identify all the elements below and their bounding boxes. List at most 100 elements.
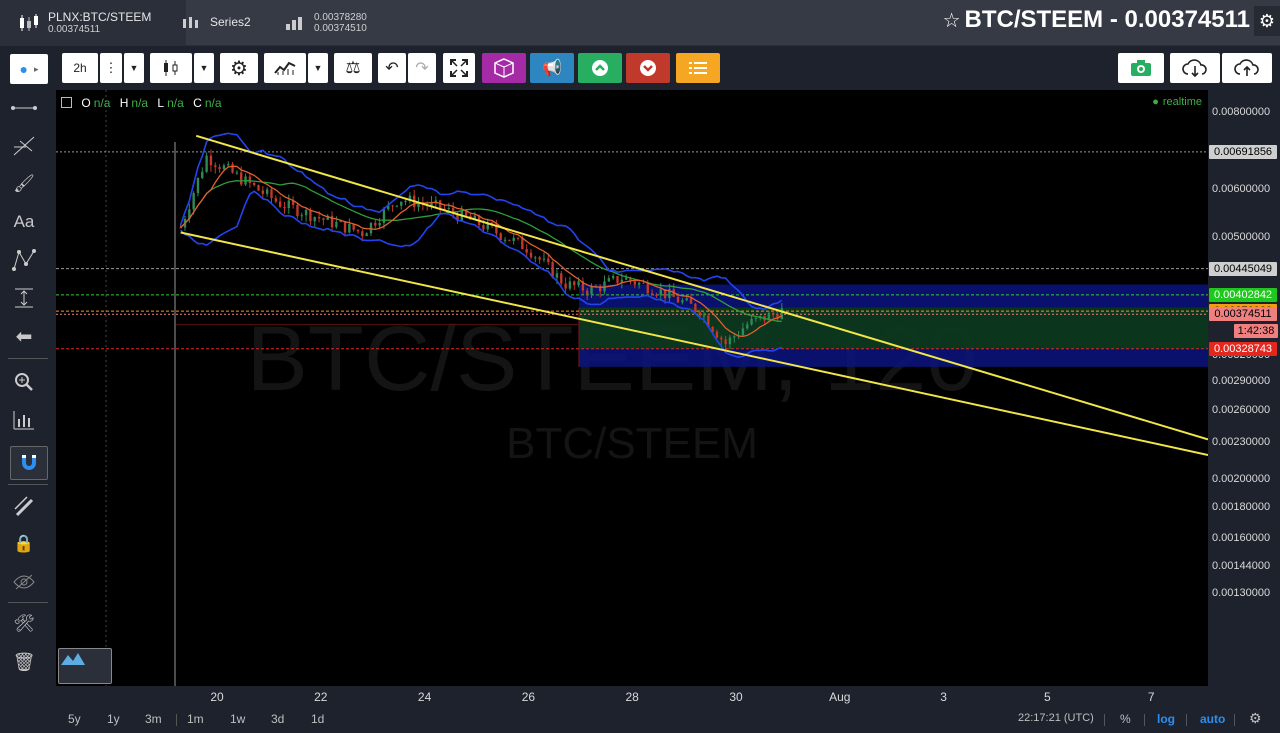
trash-icon[interactable]: 🗑 bbox=[12, 651, 36, 672]
bottom-bar: 5y 1y 3m 1m 1w 3d 1d 22:17:21 (UTC) % log auto… bbox=[0, 708, 1280, 733]
range-button-1m[interactable]: 1m bbox=[187, 712, 204, 726]
magnet-icon[interactable] bbox=[10, 446, 48, 480]
bar-pattern-icon[interactable] bbox=[8, 406, 40, 434]
chevron-down-icon[interactable]: ▼ bbox=[308, 53, 328, 83]
candle bbox=[464, 210, 468, 216]
auto-toggle[interactable]: auto bbox=[1200, 712, 1226, 726]
tab-plnx-btc-steem[interactable]: PLNX:BTC/STEEM 0.00374511 bbox=[0, 0, 186, 45]
compare-scale-icon[interactable]: ⚖ bbox=[334, 53, 372, 83]
hide-eye-icon[interactable] bbox=[8, 568, 40, 596]
candle bbox=[382, 209, 386, 223]
ohlc-h-label: H bbox=[119, 96, 129, 110]
utc-clock[interactable]: 22:17:21 (UTC) bbox=[1018, 712, 1094, 724]
toolbar-divider bbox=[8, 358, 48, 359]
y-tick-label: 0.00290000 bbox=[1212, 374, 1271, 387]
candle bbox=[663, 289, 667, 299]
chevron-down-icon[interactable]: ▼ bbox=[124, 53, 144, 83]
symbol-headline: ☆ BTC/STEEM - 0.00374511 bbox=[943, 6, 1250, 34]
x-tick-label: 24 bbox=[417, 690, 432, 704]
cube-button[interactable] bbox=[482, 53, 526, 83]
range-button-3m[interactable]: 3m bbox=[145, 712, 162, 726]
candle bbox=[473, 215, 476, 220]
chart-canvas[interactable]: BTC/STEEM, 120BTC/STEEM bbox=[56, 90, 1208, 686]
price-chart[interactable]: BTC/STEEM, 120BTC/STEEM On/a Hn/a Ln/a C… bbox=[56, 90, 1208, 686]
pattern-tool-icon[interactable] bbox=[8, 246, 40, 274]
gear-icon[interactable]: ⚙ bbox=[1249, 710, 1262, 726]
lock-icon[interactable]: 🔒 bbox=[13, 534, 35, 553]
stay-in-drawing-mode-icon[interactable] bbox=[8, 492, 40, 520]
price-tag: 0.00445049 bbox=[1209, 261, 1277, 276]
candle bbox=[529, 252, 533, 258]
candle bbox=[257, 185, 260, 191]
range-button-1y[interactable]: 1y bbox=[107, 712, 120, 726]
ma-slow-line bbox=[180, 180, 782, 323]
bottom-divider bbox=[176, 714, 177, 726]
star-icon[interactable]: ☆ bbox=[942, 10, 961, 32]
candle bbox=[434, 200, 438, 203]
interval-button[interactable]: 2h bbox=[62, 53, 98, 83]
candle bbox=[780, 308, 784, 319]
redo-icon[interactable]: ↷ bbox=[408, 53, 436, 83]
cloud-download-icon[interactable] bbox=[1170, 53, 1220, 83]
tab-series2[interactable]: Series2 bbox=[180, 0, 251, 45]
range-button-5y[interactable]: 5y bbox=[68, 712, 81, 726]
y-tick-label: 0.00230000 bbox=[1212, 436, 1271, 449]
ohlc-o-label: O bbox=[81, 96, 91, 110]
candle bbox=[317, 217, 321, 219]
arrow-left-icon[interactable]: ⬅ bbox=[15, 325, 33, 348]
candle bbox=[365, 233, 368, 237]
range-button-1d[interactable]: 1d bbox=[311, 712, 325, 726]
candle bbox=[620, 279, 624, 283]
candle bbox=[188, 209, 191, 219]
candle bbox=[430, 202, 433, 206]
trendline-upper-channel bbox=[195, 134, 1208, 441]
tab-series3[interactable]: 0.00378280 0.00374510 bbox=[284, 0, 367, 45]
price-axis[interactable]: 0.008000000.006000000.005000000.00440000… bbox=[1208, 90, 1280, 686]
horizontal-line-tool-icon[interactable] bbox=[8, 94, 40, 122]
candle bbox=[516, 237, 520, 239]
megaphone-icon[interactable]: 📢 bbox=[530, 53, 574, 83]
cloud-upload-icon[interactable] bbox=[1222, 53, 1272, 83]
x-tick-label: 5 bbox=[1044, 690, 1051, 704]
candle bbox=[728, 337, 732, 345]
chevron-down-icon[interactable]: ▼ bbox=[194, 53, 214, 83]
candle bbox=[218, 167, 221, 169]
log-toggle[interactable]: log bbox=[1157, 712, 1175, 726]
tools-icon[interactable]: 🛠 bbox=[13, 614, 35, 633]
time-axis[interactable]: 20 22 24 26 28 30 Aug 3 5 7 bbox=[56, 686, 1208, 708]
candle bbox=[525, 249, 528, 253]
brush-icon[interactable]: 🖌 bbox=[13, 174, 35, 193]
range-button-3d[interactable]: 3d bbox=[271, 712, 285, 726]
more-vertical-icon[interactable]: ⋮ bbox=[100, 53, 122, 83]
percent-toggle[interactable]: % bbox=[1120, 712, 1131, 726]
cursor-dot-icon[interactable]: ● ▸ bbox=[10, 54, 48, 84]
candle bbox=[776, 314, 779, 319]
candle bbox=[304, 209, 308, 216]
zoom-in-icon[interactable] bbox=[8, 368, 40, 396]
fullscreen-icon[interactable] bbox=[443, 53, 475, 83]
chart-type-button[interactable] bbox=[150, 53, 192, 83]
candle bbox=[447, 207, 451, 209]
y-tick-label: 0.00600000 bbox=[1212, 182, 1271, 195]
candle bbox=[655, 294, 658, 296]
settings-gear-icon[interactable]: ⚙ bbox=[220, 53, 258, 83]
measure-tool-icon[interactable] bbox=[8, 284, 40, 312]
gear-icon[interactable]: ⚙ bbox=[1254, 6, 1280, 36]
indicators-button[interactable] bbox=[264, 53, 306, 83]
candle bbox=[611, 276, 615, 279]
sell-button[interactable] bbox=[626, 53, 670, 83]
buy-button[interactable] bbox=[578, 53, 622, 83]
price-tag: 0.00374511 bbox=[1209, 307, 1277, 322]
candles-icon bbox=[164, 60, 178, 76]
candle bbox=[538, 257, 541, 260]
screenshot-camera-icon[interactable] bbox=[1118, 53, 1164, 83]
fib-tool-icon[interactable] bbox=[8, 132, 40, 160]
text-tool-icon[interactable]: Aa bbox=[13, 212, 35, 231]
candle bbox=[646, 283, 649, 294]
list-menu-icon[interactable] bbox=[676, 53, 720, 83]
legend-toggle-icon[interactable] bbox=[61, 97, 72, 108]
candle bbox=[707, 315, 710, 327]
range-button-1w[interactable]: 1w bbox=[230, 712, 246, 726]
chart-logo-button[interactable] bbox=[58, 648, 112, 684]
undo-icon[interactable]: ↶ bbox=[378, 53, 406, 83]
